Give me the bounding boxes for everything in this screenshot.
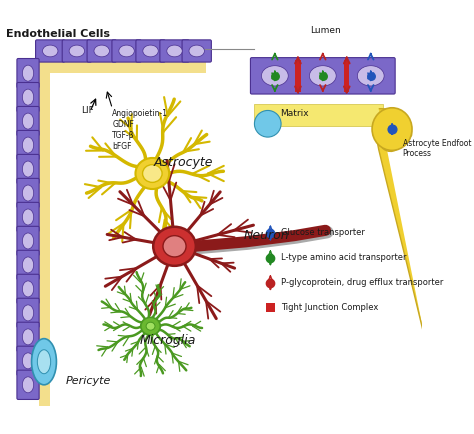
- PathPatch shape: [374, 108, 411, 151]
- Ellipse shape: [94, 45, 109, 57]
- Ellipse shape: [32, 339, 56, 385]
- Ellipse shape: [163, 236, 186, 257]
- Ellipse shape: [22, 305, 34, 321]
- Ellipse shape: [22, 281, 34, 297]
- FancyBboxPatch shape: [17, 322, 39, 352]
- FancyBboxPatch shape: [36, 40, 65, 62]
- Ellipse shape: [262, 66, 288, 86]
- FancyBboxPatch shape: [87, 40, 117, 62]
- Ellipse shape: [255, 111, 281, 137]
- Ellipse shape: [153, 227, 196, 266]
- Ellipse shape: [22, 329, 34, 345]
- Text: Neuron: Neuron: [244, 229, 290, 242]
- FancyBboxPatch shape: [17, 106, 39, 136]
- Ellipse shape: [43, 45, 58, 57]
- Text: Matrix: Matrix: [280, 109, 309, 118]
- Ellipse shape: [143, 164, 162, 182]
- Ellipse shape: [167, 45, 182, 57]
- Ellipse shape: [22, 257, 34, 273]
- Text: Tight Junction Complex: Tight Junction Complex: [281, 303, 378, 312]
- Text: Pericyte: Pericyte: [65, 376, 111, 386]
- Ellipse shape: [37, 350, 51, 374]
- Text: Endothelial Cells: Endothelial Cells: [6, 29, 110, 39]
- FancyBboxPatch shape: [17, 131, 39, 160]
- Ellipse shape: [310, 66, 336, 86]
- FancyBboxPatch shape: [17, 370, 39, 399]
- Ellipse shape: [22, 377, 34, 393]
- Polygon shape: [39, 62, 206, 406]
- FancyBboxPatch shape: [17, 298, 39, 328]
- Ellipse shape: [189, 45, 204, 57]
- Text: L-type amino acid transporter: L-type amino acid transporter: [281, 253, 407, 262]
- Ellipse shape: [22, 233, 34, 249]
- Ellipse shape: [69, 45, 84, 57]
- FancyBboxPatch shape: [17, 82, 39, 112]
- FancyBboxPatch shape: [17, 178, 39, 208]
- Ellipse shape: [22, 89, 34, 105]
- Ellipse shape: [22, 161, 34, 177]
- FancyBboxPatch shape: [160, 40, 189, 62]
- FancyBboxPatch shape: [182, 40, 211, 62]
- FancyBboxPatch shape: [136, 40, 165, 62]
- Ellipse shape: [146, 322, 155, 330]
- FancyBboxPatch shape: [112, 40, 141, 62]
- Ellipse shape: [22, 209, 34, 225]
- Ellipse shape: [22, 113, 34, 129]
- Text: P-glycoprotein, drug efflux transporter: P-glycoprotein, drug efflux transporter: [281, 278, 444, 287]
- Text: Microglia: Microglia: [140, 334, 197, 347]
- Ellipse shape: [136, 158, 169, 189]
- Text: LIF: LIF: [82, 106, 94, 115]
- Ellipse shape: [22, 137, 34, 153]
- FancyBboxPatch shape: [17, 59, 39, 88]
- Ellipse shape: [372, 108, 412, 151]
- Bar: [266, 303, 275, 312]
- Text: Angiopoietin-1
GDNF
TGF-β
bFGF: Angiopoietin-1 GDNF TGF-β bFGF: [112, 108, 168, 151]
- Text: Lumen: Lumen: [310, 26, 341, 35]
- FancyBboxPatch shape: [250, 58, 299, 94]
- FancyBboxPatch shape: [346, 58, 395, 94]
- Ellipse shape: [119, 45, 134, 57]
- Bar: [255, 104, 383, 126]
- FancyBboxPatch shape: [17, 346, 39, 375]
- Ellipse shape: [357, 66, 384, 86]
- Ellipse shape: [22, 185, 34, 201]
- FancyBboxPatch shape: [17, 202, 39, 232]
- Ellipse shape: [143, 45, 158, 57]
- Bar: [344, 60, 349, 92]
- Bar: [295, 60, 301, 92]
- FancyBboxPatch shape: [298, 58, 347, 94]
- FancyBboxPatch shape: [62, 40, 91, 62]
- Text: Astrocyte Endfoot
Process: Astrocyte Endfoot Process: [403, 139, 471, 158]
- FancyBboxPatch shape: [17, 274, 39, 303]
- Text: Astrocyte: Astrocyte: [154, 156, 213, 169]
- Ellipse shape: [141, 317, 160, 335]
- Ellipse shape: [22, 353, 34, 369]
- FancyBboxPatch shape: [17, 226, 39, 256]
- Ellipse shape: [22, 65, 34, 81]
- FancyBboxPatch shape: [17, 250, 39, 279]
- Text: Glucose transporter: Glucose transporter: [281, 228, 365, 237]
- FancyBboxPatch shape: [17, 155, 39, 184]
